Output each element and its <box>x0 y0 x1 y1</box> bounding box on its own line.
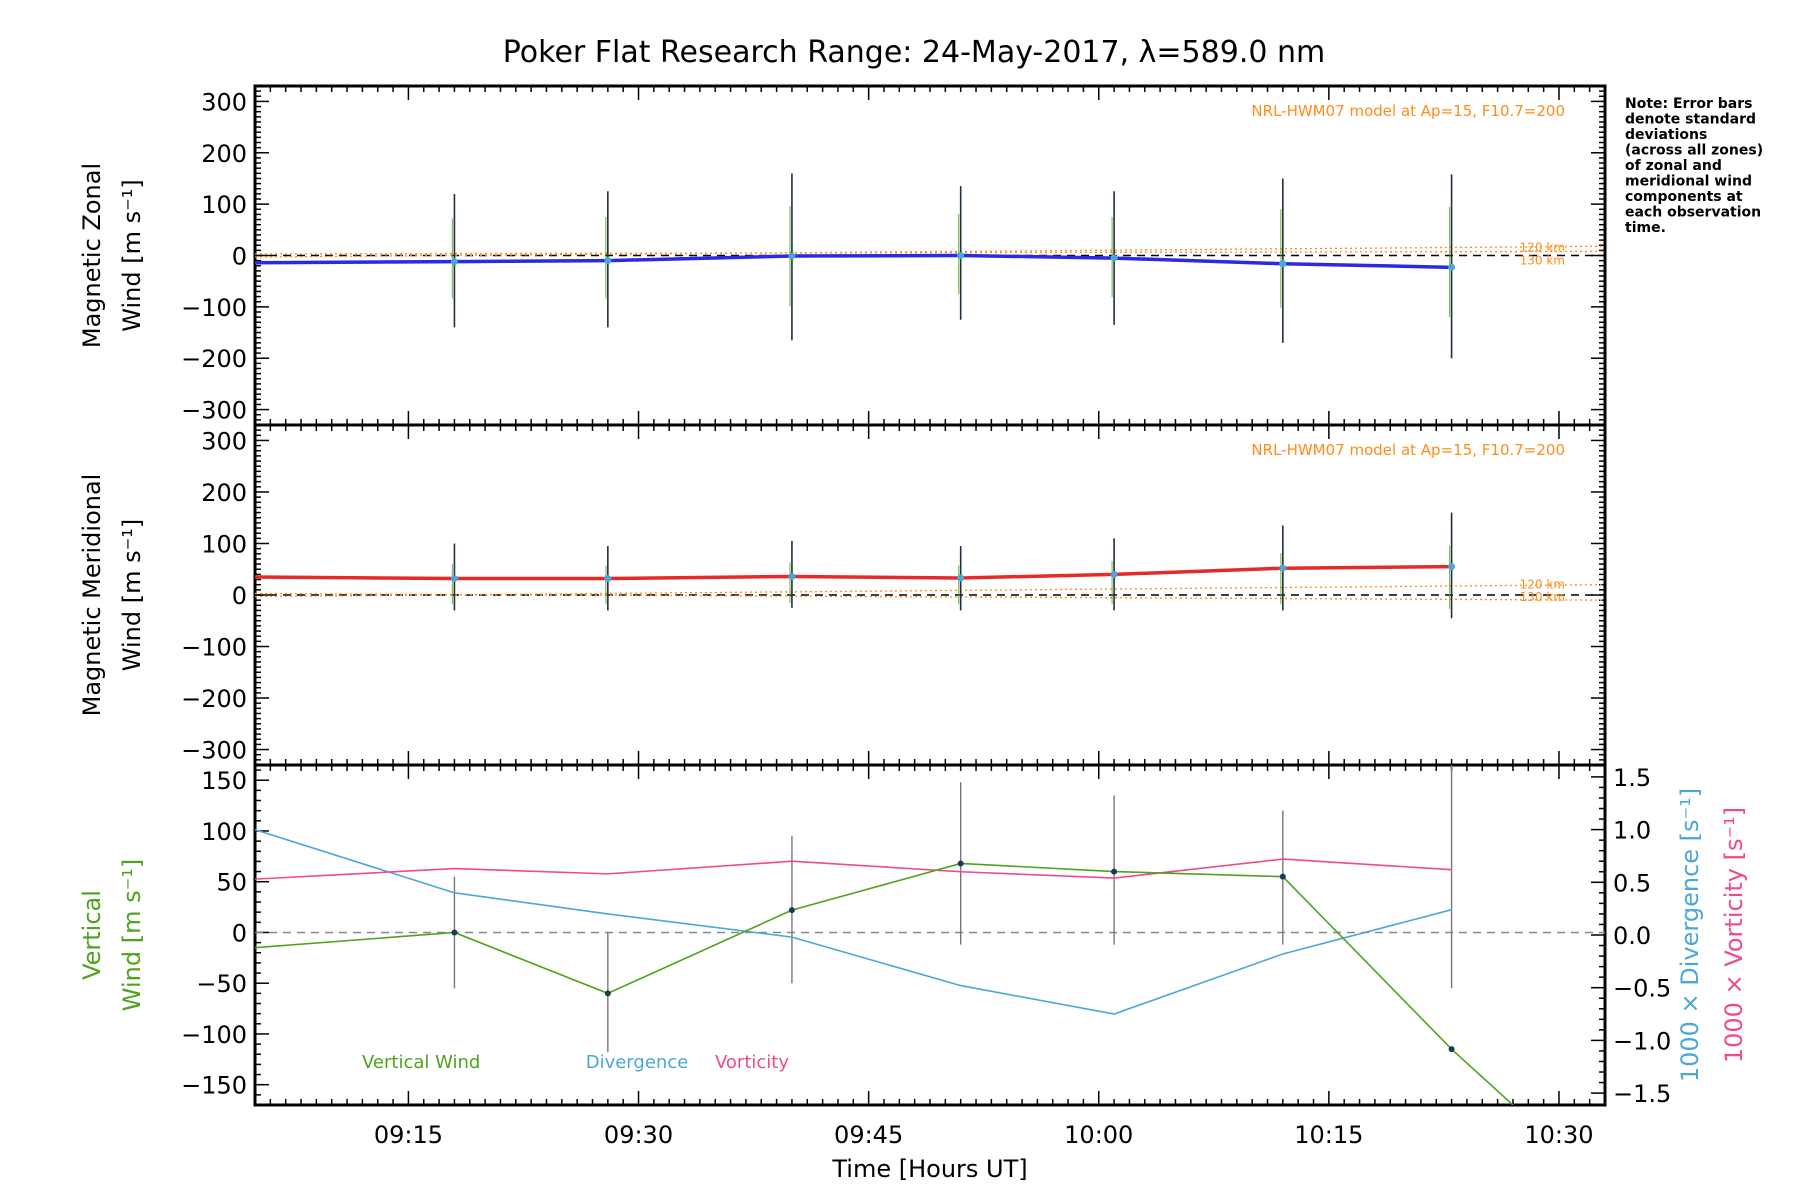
legend-entry: Divergence <box>586 1052 689 1073</box>
panel-vertical: −150 −100 −50 0 50 100 150 Vertical Wind [m s⁻¹]… <box>78 763 1748 1183</box>
x-axis-label: Time [Hours UT] <box>831 1155 1027 1183</box>
legend-entry: Vertical Wind <box>362 1052 480 1073</box>
y-axis-label-line1: Magnetic Meridional <box>78 474 106 717</box>
data-point <box>957 860 964 867</box>
wind-line <box>254 564 1452 581</box>
y2-axis-label-divergence: 1000 × Divergence [s⁻¹] <box>1676 788 1704 1082</box>
y2-tick-label: 1.5 <box>1613 764 1651 792</box>
panel-meridional: −300 −200 −100 0 100 200 300 Magnetic Meridiona… <box>78 423 1607 767</box>
y-axis-label-line1: Vertical <box>78 890 106 980</box>
x-tick-label: 09:15 <box>374 1121 443 1149</box>
y2-tick-label: −1.5 <box>1613 1080 1671 1108</box>
note-line: deviations <box>1625 127 1707 143</box>
data-point <box>957 252 965 259</box>
data-point <box>1110 570 1118 578</box>
y-tick-label: 100 <box>201 530 247 558</box>
y2-tick-label: −1.0 <box>1613 1027 1671 1055</box>
data-point <box>451 929 458 936</box>
x-tick-label: 10:15 <box>1294 1121 1363 1149</box>
note-line: each observation <box>1625 205 1761 221</box>
model-line-120km <box>254 245 1606 258</box>
note-line: time. <box>1625 220 1666 236</box>
legend-entry: Vorticity <box>715 1052 789 1073</box>
data-point <box>788 252 796 260</box>
note-line: (across all zones) <box>1625 143 1763 159</box>
y-axis-label-line2: Wind [m s⁻¹] <box>118 519 146 671</box>
note-line: denote standard <box>1625 112 1756 128</box>
y-tick-label: −200 <box>181 685 247 713</box>
model-line-130km <box>254 592 1606 601</box>
x-tick-label: 10:30 <box>1524 1121 1593 1149</box>
x-tick-label: 09:45 <box>834 1121 903 1149</box>
data-point <box>604 990 611 997</box>
model-annotation: NRL-HWM07 model at Ap=15, F10.7=200 <box>1251 102 1565 120</box>
y-tick-label: −50 <box>196 970 247 998</box>
y-tick-label: 0 <box>232 919 247 947</box>
y-tick-label: −300 <box>181 737 247 765</box>
y-tick-label: −300 <box>181 397 247 425</box>
x-tick-label: 09:30 <box>604 1121 673 1149</box>
data-point <box>1110 254 1118 262</box>
y-tick-label: 200 <box>201 140 247 168</box>
x-tick-label: 10:00 <box>1064 1121 1133 1149</box>
y-axis-label-line2: Wind [m s⁻¹] <box>118 179 146 331</box>
y2-tick-label: 0.0 <box>1613 922 1651 950</box>
data-point <box>1448 563 1456 571</box>
data-point <box>788 907 795 914</box>
y2-axis-label-vorticity: 1000 × Vorticity [s⁻¹] <box>1720 807 1748 1063</box>
y-tick-label: −100 <box>181 1021 247 1049</box>
y-tick-label: 150 <box>201 767 247 795</box>
note-line: meridional wind <box>1625 174 1752 190</box>
divergence-line <box>255 828 1452 1015</box>
y-tick-label: 300 <box>201 88 247 116</box>
y-tick-label: 300 <box>201 427 247 455</box>
y-tick-label: −100 <box>181 294 247 322</box>
data-point <box>788 572 796 580</box>
y-tick-label: 100 <box>201 191 247 219</box>
data-point <box>1279 260 1287 268</box>
y-tick-label: 0 <box>232 243 247 271</box>
note-line: components at <box>1625 189 1743 205</box>
model-label: 120 km <box>1520 240 1565 254</box>
chart-title: Poker Flat Research Range: 24-May-2017, … <box>503 35 1325 70</box>
vorticity-line <box>255 858 1452 880</box>
data-point <box>450 258 458 266</box>
data-point <box>1279 873 1286 880</box>
model-line-130km <box>254 250 1606 255</box>
y-tick-label: 200 <box>201 479 247 507</box>
data-point <box>1448 263 1456 271</box>
y-tick-label: −200 <box>181 345 247 373</box>
data-point <box>1448 1046 1455 1053</box>
model-label: 120 km <box>1520 578 1565 592</box>
y-axis-label-line1: Magnetic Zonal <box>78 163 106 348</box>
y-tick-label: −150 <box>181 1072 247 1100</box>
data-point <box>957 574 965 582</box>
y-tick-label: −100 <box>181 634 247 662</box>
data-point <box>1111 868 1118 875</box>
panel-zonal: −300 −200 −100 0 100 200 300 Magnetic Zonal Wind… <box>78 84 1607 427</box>
data-point <box>604 575 612 583</box>
note-line: of zonal and <box>1625 158 1722 174</box>
model-label: 130 km <box>1520 254 1565 268</box>
data-point <box>1279 564 1287 572</box>
y2-tick-label: 1.0 <box>1613 817 1651 845</box>
wind-line <box>254 253 1452 270</box>
data-point <box>450 575 458 583</box>
y2-tick-label: −0.5 <box>1613 975 1671 1003</box>
y2-tick-label: 0.5 <box>1613 869 1651 897</box>
note-line: Note: Error bars <box>1625 96 1752 112</box>
y-tick-label: 50 <box>216 869 247 897</box>
data-point <box>604 257 612 265</box>
model-label: 130 km <box>1520 590 1565 604</box>
model-annotation: NRL-HWM07 model at Ap=15, F10.7=200 <box>1251 441 1565 459</box>
y-tick-label: 0 <box>232 582 247 610</box>
y-tick-label: 100 <box>201 818 247 846</box>
y-axis-label-line2: Wind [m s⁻¹] <box>118 859 146 1011</box>
